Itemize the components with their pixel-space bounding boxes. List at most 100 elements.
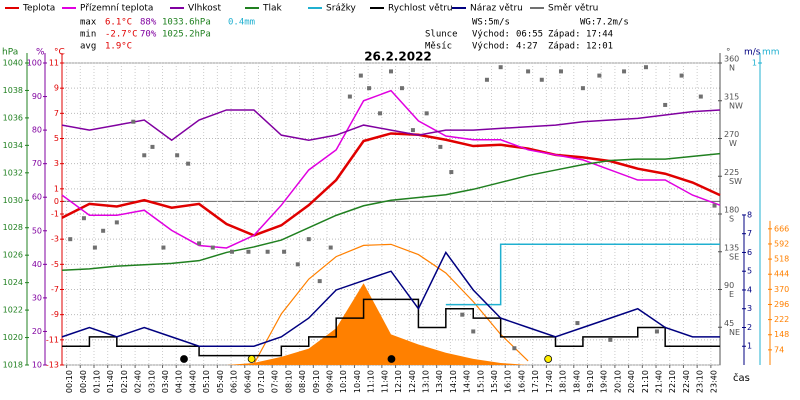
x-tick-label: 17:10 [531, 370, 540, 393]
x-tick-label: 15:10 [476, 370, 485, 393]
direction-point [539, 77, 544, 82]
y-tick-label: 7 [54, 109, 59, 118]
y-tick-label: 315 [724, 92, 739, 101]
y-tick-label: 10 [32, 361, 42, 370]
x-tick-label: 05:40 [216, 370, 225, 393]
direction-point [712, 203, 717, 208]
x-tick-label: 16:10 [504, 370, 513, 393]
x-tick-label: 08:40 [298, 370, 307, 393]
direction-point [81, 216, 86, 221]
direction-point [484, 77, 489, 82]
direction-point [295, 262, 300, 267]
direction-point [175, 153, 180, 158]
direction-point [306, 237, 311, 242]
series-line [62, 298, 720, 357]
moon-label: Měsíc [425, 42, 452, 52]
y-tick-label: 0 [54, 197, 59, 206]
moon-rise-label: Východ: [472, 42, 510, 52]
direction-point [698, 94, 703, 99]
y-tick-label: 148 [774, 330, 789, 339]
y-tick-label: 8 [747, 210, 752, 219]
series-line [61, 109, 721, 142]
x-tick-label: 19:10 [586, 370, 595, 393]
legend-label: Rychlost větru [388, 4, 453, 14]
chart-title: 26.2.2022 [364, 50, 432, 64]
sun-set: 17:44 [586, 30, 613, 40]
direction-point [512, 346, 517, 351]
y-tick-label: -13 [46, 361, 59, 370]
direction-point [389, 69, 393, 74]
y-tick-label: 45 [724, 319, 734, 328]
moon-set-marker [387, 355, 396, 363]
solar-theory-line [253, 243, 529, 365]
direction-point [210, 245, 215, 250]
direction-point [131, 119, 136, 124]
x-tick-label: 00:40 [79, 370, 88, 393]
y-tick-label: 80 [32, 126, 42, 135]
stat-hum: 88% [140, 18, 157, 28]
y-tick-label: 6 [747, 248, 752, 257]
x-tick-label: 04:10 [175, 370, 184, 393]
y-tick-label: 592 [774, 239, 789, 248]
y-tick-label: 666 [774, 224, 789, 233]
direction-point [142, 153, 147, 158]
y-tick-label: 100 [27, 59, 42, 68]
x-tick-label: 00:10 [65, 370, 74, 393]
stat-label: max [80, 18, 97, 28]
axis-unit: ° [726, 48, 731, 58]
y-tick-label: 180 [724, 206, 739, 215]
moon-rise-marker [180, 355, 188, 363]
stat-temp: 1.9°C [105, 42, 132, 52]
moon-set-label: Západ: [548, 42, 581, 52]
direction-point [580, 86, 585, 91]
y-tick-label: 20 [32, 327, 42, 336]
series-line [61, 152, 721, 272]
y-tick-label: 3 [747, 304, 752, 313]
y-tick-label: 1 [747, 342, 752, 351]
direction-point [424, 111, 429, 116]
direction-point [358, 73, 363, 78]
sun-rise: 06:55 [516, 30, 543, 40]
x-tick-label: 12:10 [394, 370, 403, 393]
direction-point [328, 245, 333, 250]
stat-press: 1033.6hPa [162, 18, 211, 28]
y-tick-label: -5 [51, 260, 59, 269]
y-tick-name: NE [729, 328, 740, 337]
direction-point [229, 249, 234, 254]
y-tick-label: 1036 [3, 113, 23, 122]
y-tick-name: N [729, 64, 735, 73]
y-tick-label: 1020 [3, 333, 23, 342]
moon-set: 12:01 [586, 42, 613, 52]
y-tick-label: 1040 [3, 59, 23, 68]
y-tick-label: -7 [51, 285, 59, 294]
y-tick-label: 4 [747, 285, 752, 294]
direction-point [197, 241, 202, 246]
y-tick-label: 90 [724, 281, 734, 290]
y-tick-label: -9 [51, 310, 59, 319]
y-tick-label: 444 [774, 270, 789, 279]
y-tick-label: 60 [32, 193, 42, 202]
stat-temp: -2.7°C [105, 30, 138, 40]
y-tick-label: 5 [747, 267, 752, 276]
x-tick-label: 03:40 [161, 370, 170, 393]
direction-point [526, 69, 531, 74]
direction-point [679, 73, 684, 78]
direction-point [498, 65, 503, 70]
x-tick-label: 23:10 [696, 370, 705, 393]
moon-rise: 4:27 [516, 42, 538, 52]
axis-unit: mm [762, 48, 780, 58]
sun-rise-marker [247, 355, 256, 363]
direction-point [265, 249, 270, 254]
axis-unit: °C [54, 48, 65, 58]
sun-label: Slunce [425, 30, 458, 40]
direction-point [347, 94, 352, 99]
legend-label: Směr větru [548, 4, 598, 14]
direction-point [378, 111, 383, 116]
legend-label: Tlak [262, 4, 283, 14]
y-tick-label: 74 [774, 345, 784, 354]
x-tick-label: 16:40 [517, 370, 526, 393]
x-tick-label: 17:40 [545, 370, 554, 393]
direction-point [558, 69, 563, 74]
direction-point [663, 102, 668, 107]
y-tick-label: 1034 [3, 141, 23, 150]
